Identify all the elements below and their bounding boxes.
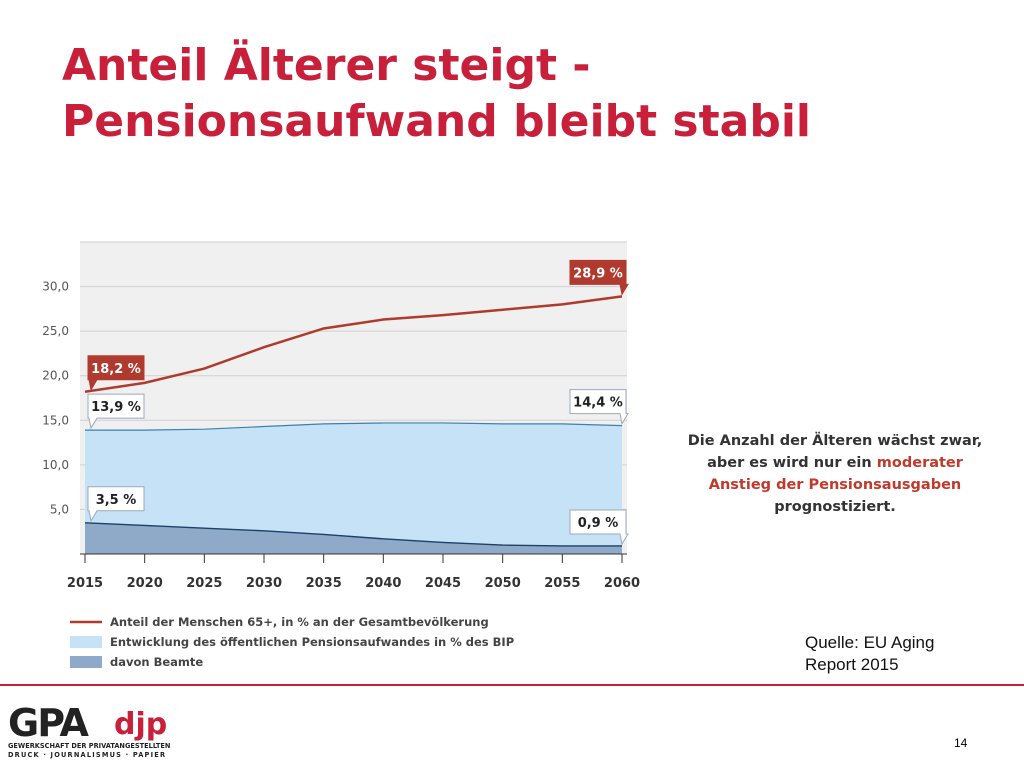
y-tick-label: 20,0 (42, 369, 69, 383)
chart-annotation: Die Anzahl der Älteren wächst zwar, aber… (680, 430, 990, 518)
area-beamte-edge (84, 522, 622, 547)
y-tick-label: 15,0 (42, 413, 69, 427)
callout-label: 13,9 % (91, 400, 141, 415)
annotation-text-3: prognostiziert. (774, 499, 896, 515)
callout-label: 28,9 % (573, 266, 623, 281)
source-line-1: Quelle: EU Aging (805, 633, 935, 652)
slide-title-line-2: Pensionsaufwand bleibt stabil (62, 96, 811, 147)
logo-brand-gpa: GPA (8, 701, 90, 745)
callout-label: 0,9 % (578, 516, 619, 531)
chart: 5,0 10,0 15,0 20,0 25,0 30,0 2015 2020 2025 2030 2… (42, 241, 640, 669)
chart-callouts: 18,2 % 28,9 % 13,9 % 14,4 % 3,5 % 0,9 % (87, 259, 629, 546)
callout-box (87, 393, 145, 430)
x-tick-label: 2060 (604, 576, 640, 591)
area-pension (85, 422, 622, 554)
legend-swatch-box (70, 656, 102, 668)
slide-title: Anteil Älterer steigt - Pensionsaufwand … (62, 38, 811, 150)
annotation-text-2: aber es wird nur ein (707, 455, 872, 471)
area-pension-edge (85, 422, 623, 431)
callout-box (569, 259, 629, 296)
x-tick-label: 2050 (485, 576, 521, 591)
chart-line-series (84, 295, 623, 393)
chart-axes: 5,0 10,0 15,0 20,0 25,0 30,0 2015 2020 2025 2030 2… (42, 280, 640, 591)
callout-label: 18,2 % (91, 362, 141, 377)
callout-label: 3,5 % (96, 493, 137, 508)
legend-label: davon Beamte (110, 655, 203, 669)
legend-swatch-box (70, 636, 102, 648)
callout-label: 14,4 % (573, 396, 623, 411)
annotation-text-1: Die Anzahl der Älteren wächst zwar, (687, 433, 983, 449)
logo-tagline-1: GEWERKSCHAFT DER PRIVATANGESTELLTEN (8, 742, 170, 750)
callout-box (569, 389, 629, 426)
chart-legend: Anteil der Menschen 65+, in % an der Ges… (70, 615, 514, 669)
page-number: 14 (954, 736, 968, 750)
callout-box (87, 486, 145, 523)
x-tick-label: 2055 (544, 576, 580, 591)
x-tick-label: 2025 (186, 576, 222, 591)
logo-brand-djp: djp (114, 707, 167, 742)
area-beamte (85, 522, 622, 554)
logo-tagline-2: DRUCK · JOURNALISMUS · PAPIER (8, 751, 166, 759)
x-tick-label: 2035 (306, 576, 342, 591)
source-line-2: Report 2015 (805, 655, 899, 674)
gpa-djp-logo: GPA djp GEWERKSCHAFT DER PRIVATANGESTELL… (8, 701, 170, 759)
y-tick-label: 30,0 (42, 280, 69, 294)
callout-box (87, 355, 145, 392)
x-tick-label: 2020 (127, 576, 163, 591)
y-tick-label: 25,0 (42, 324, 69, 338)
annotation-highlight: moderater Anstieg der Pensionsausgaben (708, 455, 963, 493)
x-tick-label: 2040 (365, 576, 401, 591)
line-65plus (84, 295, 623, 393)
legend-label: Anteil der Menschen 65+, in % an der Ges… (110, 615, 489, 629)
source-note: Quelle: EU Aging Report 2015 (805, 632, 995, 676)
y-tick-label: 5,0 (50, 502, 69, 516)
x-tick-label: 2030 (246, 576, 282, 591)
legend-label: Entwicklung des öffentlichen Pensionsauf… (110, 635, 514, 649)
y-tick-label: 10,0 (42, 458, 69, 472)
footer-divider (0, 684, 1024, 686)
x-tick-label: 2015 (67, 576, 103, 591)
x-tick-label: 2045 (425, 576, 461, 591)
callout-box (569, 509, 629, 546)
slide-title-line-1: Anteil Älterer steigt - (62, 40, 591, 91)
chart-areas (84, 422, 623, 554)
